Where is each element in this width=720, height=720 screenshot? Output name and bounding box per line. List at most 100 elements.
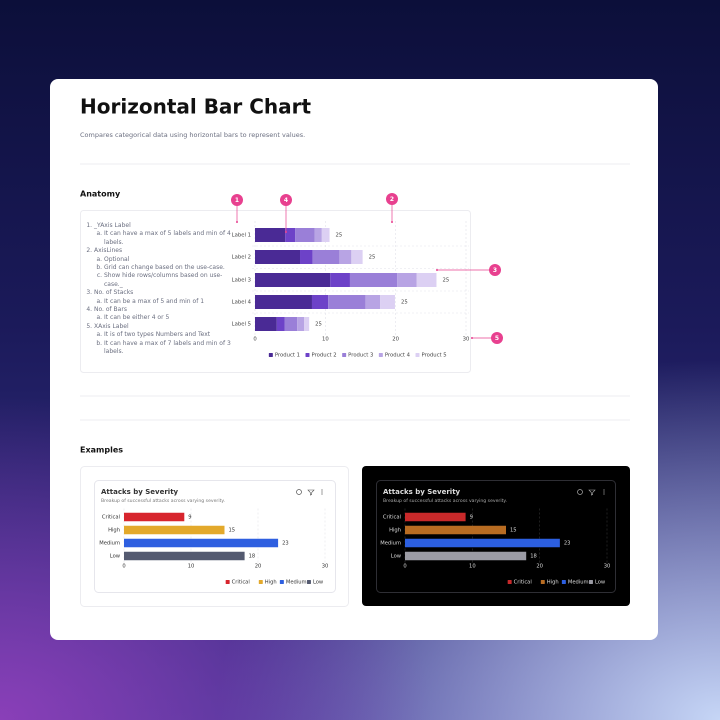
note-text: No. of Stacks bbox=[94, 289, 134, 297]
bar-segment bbox=[255, 317, 277, 331]
bar-segment bbox=[295, 228, 315, 242]
page-subtitle: Compares categorical data using horizont… bbox=[80, 131, 305, 139]
legend-swatch bbox=[588, 580, 593, 584]
legend-swatch bbox=[305, 353, 310, 357]
note-text: _YAxis Label bbox=[94, 222, 131, 229]
bar-label: 25 bbox=[336, 233, 343, 239]
bar-segment bbox=[255, 228, 286, 242]
legend-label: Medium bbox=[568, 580, 589, 586]
bar-segment bbox=[312, 250, 340, 264]
bar-segment bbox=[339, 250, 352, 264]
legend-swatch bbox=[540, 580, 545, 584]
bar-segment bbox=[321, 228, 330, 242]
more-icon[interactable] bbox=[603, 489, 605, 495]
callout-dot bbox=[436, 269, 438, 271]
legend-swatch bbox=[279, 580, 284, 584]
callout-number: 2 bbox=[390, 196, 394, 203]
callout-badge bbox=[280, 194, 292, 206]
chart-subtitle: Breakup of successful attacks across var… bbox=[101, 498, 225, 504]
bar-segment bbox=[349, 273, 398, 287]
callout-badge bbox=[231, 194, 243, 206]
card-icons bbox=[296, 489, 605, 496]
legend-swatch bbox=[268, 353, 273, 357]
note-subitem: Grid can change based on the use-case. bbox=[104, 264, 234, 272]
legend-label: Product 1 bbox=[275, 353, 300, 359]
legend-swatch bbox=[225, 580, 230, 584]
y-tick-label: Low bbox=[391, 554, 402, 560]
callout-number: 5 bbox=[495, 335, 499, 342]
legend-label: Low bbox=[595, 580, 606, 586]
chart-title: Attacks by Severity bbox=[383, 488, 461, 496]
x-tick-label: 30 bbox=[322, 564, 329, 570]
filter-icon[interactable] bbox=[588, 489, 596, 496]
note-item: No. of BarsIt can be either 4 or 5 bbox=[94, 306, 234, 323]
note-item: No. of StacksIt can be a max of 5 and mi… bbox=[94, 289, 234, 306]
note-sublist: It is of two types Numbers and TextIt ca… bbox=[94, 331, 234, 356]
info-icon[interactable] bbox=[577, 489, 583, 495]
legend-label: Product 4 bbox=[385, 353, 411, 359]
x-tick-label: 30 bbox=[463, 337, 470, 343]
legend-label: Critical bbox=[514, 580, 532, 586]
note-sublist: It can be a max of 5 and min of 1 bbox=[94, 298, 234, 306]
bar-segment bbox=[314, 228, 322, 242]
value-label: 23 bbox=[564, 541, 571, 547]
bar-segment bbox=[284, 317, 298, 331]
callout-badge bbox=[386, 193, 398, 205]
y-tick-label: High bbox=[108, 528, 120, 534]
x-tick-label: 10 bbox=[469, 564, 476, 570]
x-tick-label: 30 bbox=[604, 564, 611, 570]
example-card bbox=[376, 480, 616, 593]
value-label: 9 bbox=[188, 515, 191, 521]
note-subitem: It can have a max of 7 labels and min of… bbox=[104, 340, 234, 357]
x-tick-label: 10 bbox=[322, 337, 329, 343]
x-tick-label: 0 bbox=[122, 564, 125, 570]
value-label: 23 bbox=[282, 541, 289, 547]
anatomy-box bbox=[80, 210, 471, 373]
y-tick-label: High bbox=[389, 528, 401, 534]
legend-swatch bbox=[306, 580, 311, 584]
bar bbox=[124, 512, 185, 522]
anatomy-notes: _YAxis LabelIt can have a max of 5 label… bbox=[84, 222, 234, 357]
bar bbox=[124, 551, 245, 561]
y-tick-label: Label 2 bbox=[232, 255, 251, 261]
note-text: No. of Bars bbox=[94, 306, 127, 314]
callout-badge bbox=[489, 264, 501, 276]
bar-segment bbox=[380, 295, 395, 309]
callout-badge bbox=[491, 332, 503, 344]
legend-swatch bbox=[342, 353, 347, 357]
legend-swatch bbox=[378, 353, 383, 357]
note-subitem: It can be either 4 or 5 bbox=[104, 314, 234, 322]
bar-segment bbox=[328, 295, 366, 309]
x-tick-label: 20 bbox=[255, 564, 262, 570]
y-tick-label: Critical bbox=[383, 515, 401, 521]
bar-segment bbox=[255, 250, 301, 264]
legend-label: Critical bbox=[232, 580, 250, 586]
bar-segment bbox=[255, 295, 312, 309]
bar-label: 25 bbox=[369, 255, 376, 261]
y-tick-label: Low bbox=[110, 554, 121, 560]
note-subitem: It is of two types Numbers and Text bbox=[104, 331, 234, 339]
callout-number: 4 bbox=[284, 197, 288, 204]
legend-label: Medium bbox=[286, 580, 307, 586]
legend-label: High bbox=[265, 580, 277, 586]
legend-label: Low bbox=[313, 580, 324, 586]
value-label: 18 bbox=[530, 554, 537, 560]
legend-label: High bbox=[547, 580, 559, 586]
bar-segment bbox=[330, 273, 350, 287]
callout-dot bbox=[471, 337, 473, 339]
filter-icon[interactable] bbox=[307, 489, 315, 496]
legend-swatch bbox=[415, 353, 420, 357]
bar-segment bbox=[365, 295, 381, 309]
more-icon[interactable] bbox=[321, 489, 323, 495]
value-label: 15 bbox=[510, 528, 517, 534]
y-tick-label: Label 1 bbox=[232, 233, 251, 239]
y-tick-label: Critical bbox=[102, 515, 120, 521]
note-subitem: Optional bbox=[104, 256, 234, 264]
y-tick-label: Medium bbox=[99, 541, 120, 547]
info-icon[interactable] bbox=[296, 489, 302, 495]
callout-dot bbox=[391, 221, 393, 223]
note-text: AxisLines bbox=[94, 247, 123, 255]
bar-segment bbox=[311, 295, 329, 309]
y-tick-label: Label 5 bbox=[232, 322, 251, 328]
legend-label: Product 5 bbox=[421, 353, 446, 359]
